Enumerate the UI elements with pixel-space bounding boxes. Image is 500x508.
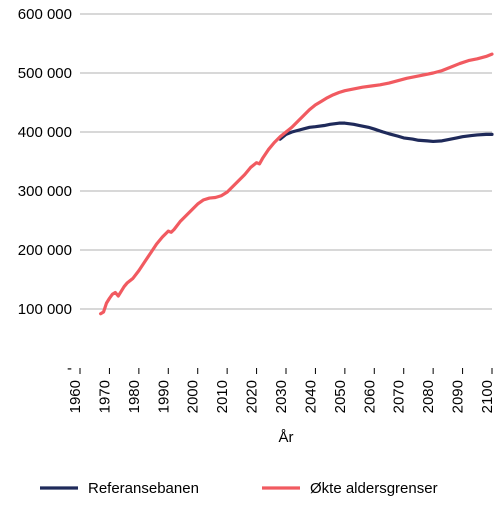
x-tick-label: 2070 bbox=[391, 380, 408, 413]
x-tick-label: 2030 bbox=[273, 380, 290, 413]
x-tick-label: 2100 bbox=[479, 380, 496, 413]
x-axis-title: År bbox=[279, 429, 294, 446]
legend-label-1: Økte aldersgrenser bbox=[310, 480, 438, 497]
y-tick-label: 400 000 bbox=[18, 124, 72, 141]
x-tick-label: 1970 bbox=[96, 380, 113, 413]
x-tick-label: 2020 bbox=[244, 380, 261, 413]
chart-svg: - 100 000 200 000 300 000 400 000 500 000 600 … bbox=[0, 0, 500, 508]
legend-label-0: Referansebanen bbox=[88, 480, 199, 497]
x-tick-label: 2090 bbox=[450, 380, 467, 413]
x-tick-label: 2000 bbox=[185, 380, 202, 413]
x-tick-label: 1980 bbox=[126, 380, 143, 413]
x-tick-label: 2010 bbox=[214, 380, 231, 413]
x-tick-label: 2080 bbox=[420, 380, 437, 413]
x-tick-label: 2060 bbox=[361, 380, 378, 413]
line-chart: - 100 000 200 000 300 000 400 000 500 000 600 … bbox=[0, 0, 500, 508]
y-tick-label: 100 000 bbox=[18, 301, 72, 318]
x-tick-label: 2040 bbox=[302, 380, 319, 413]
x-tick-label: 1990 bbox=[155, 380, 172, 413]
y-tick-label: 200 000 bbox=[18, 242, 72, 259]
y-tick-label: 600 000 bbox=[18, 6, 72, 23]
y-tick-label: 300 000 bbox=[18, 183, 72, 200]
x-tick-label: 2050 bbox=[332, 380, 349, 413]
y-tick-label: 500 000 bbox=[18, 65, 72, 82]
y-tick-label: - bbox=[67, 360, 72, 377]
x-tick-label: 1960 bbox=[67, 380, 84, 413]
